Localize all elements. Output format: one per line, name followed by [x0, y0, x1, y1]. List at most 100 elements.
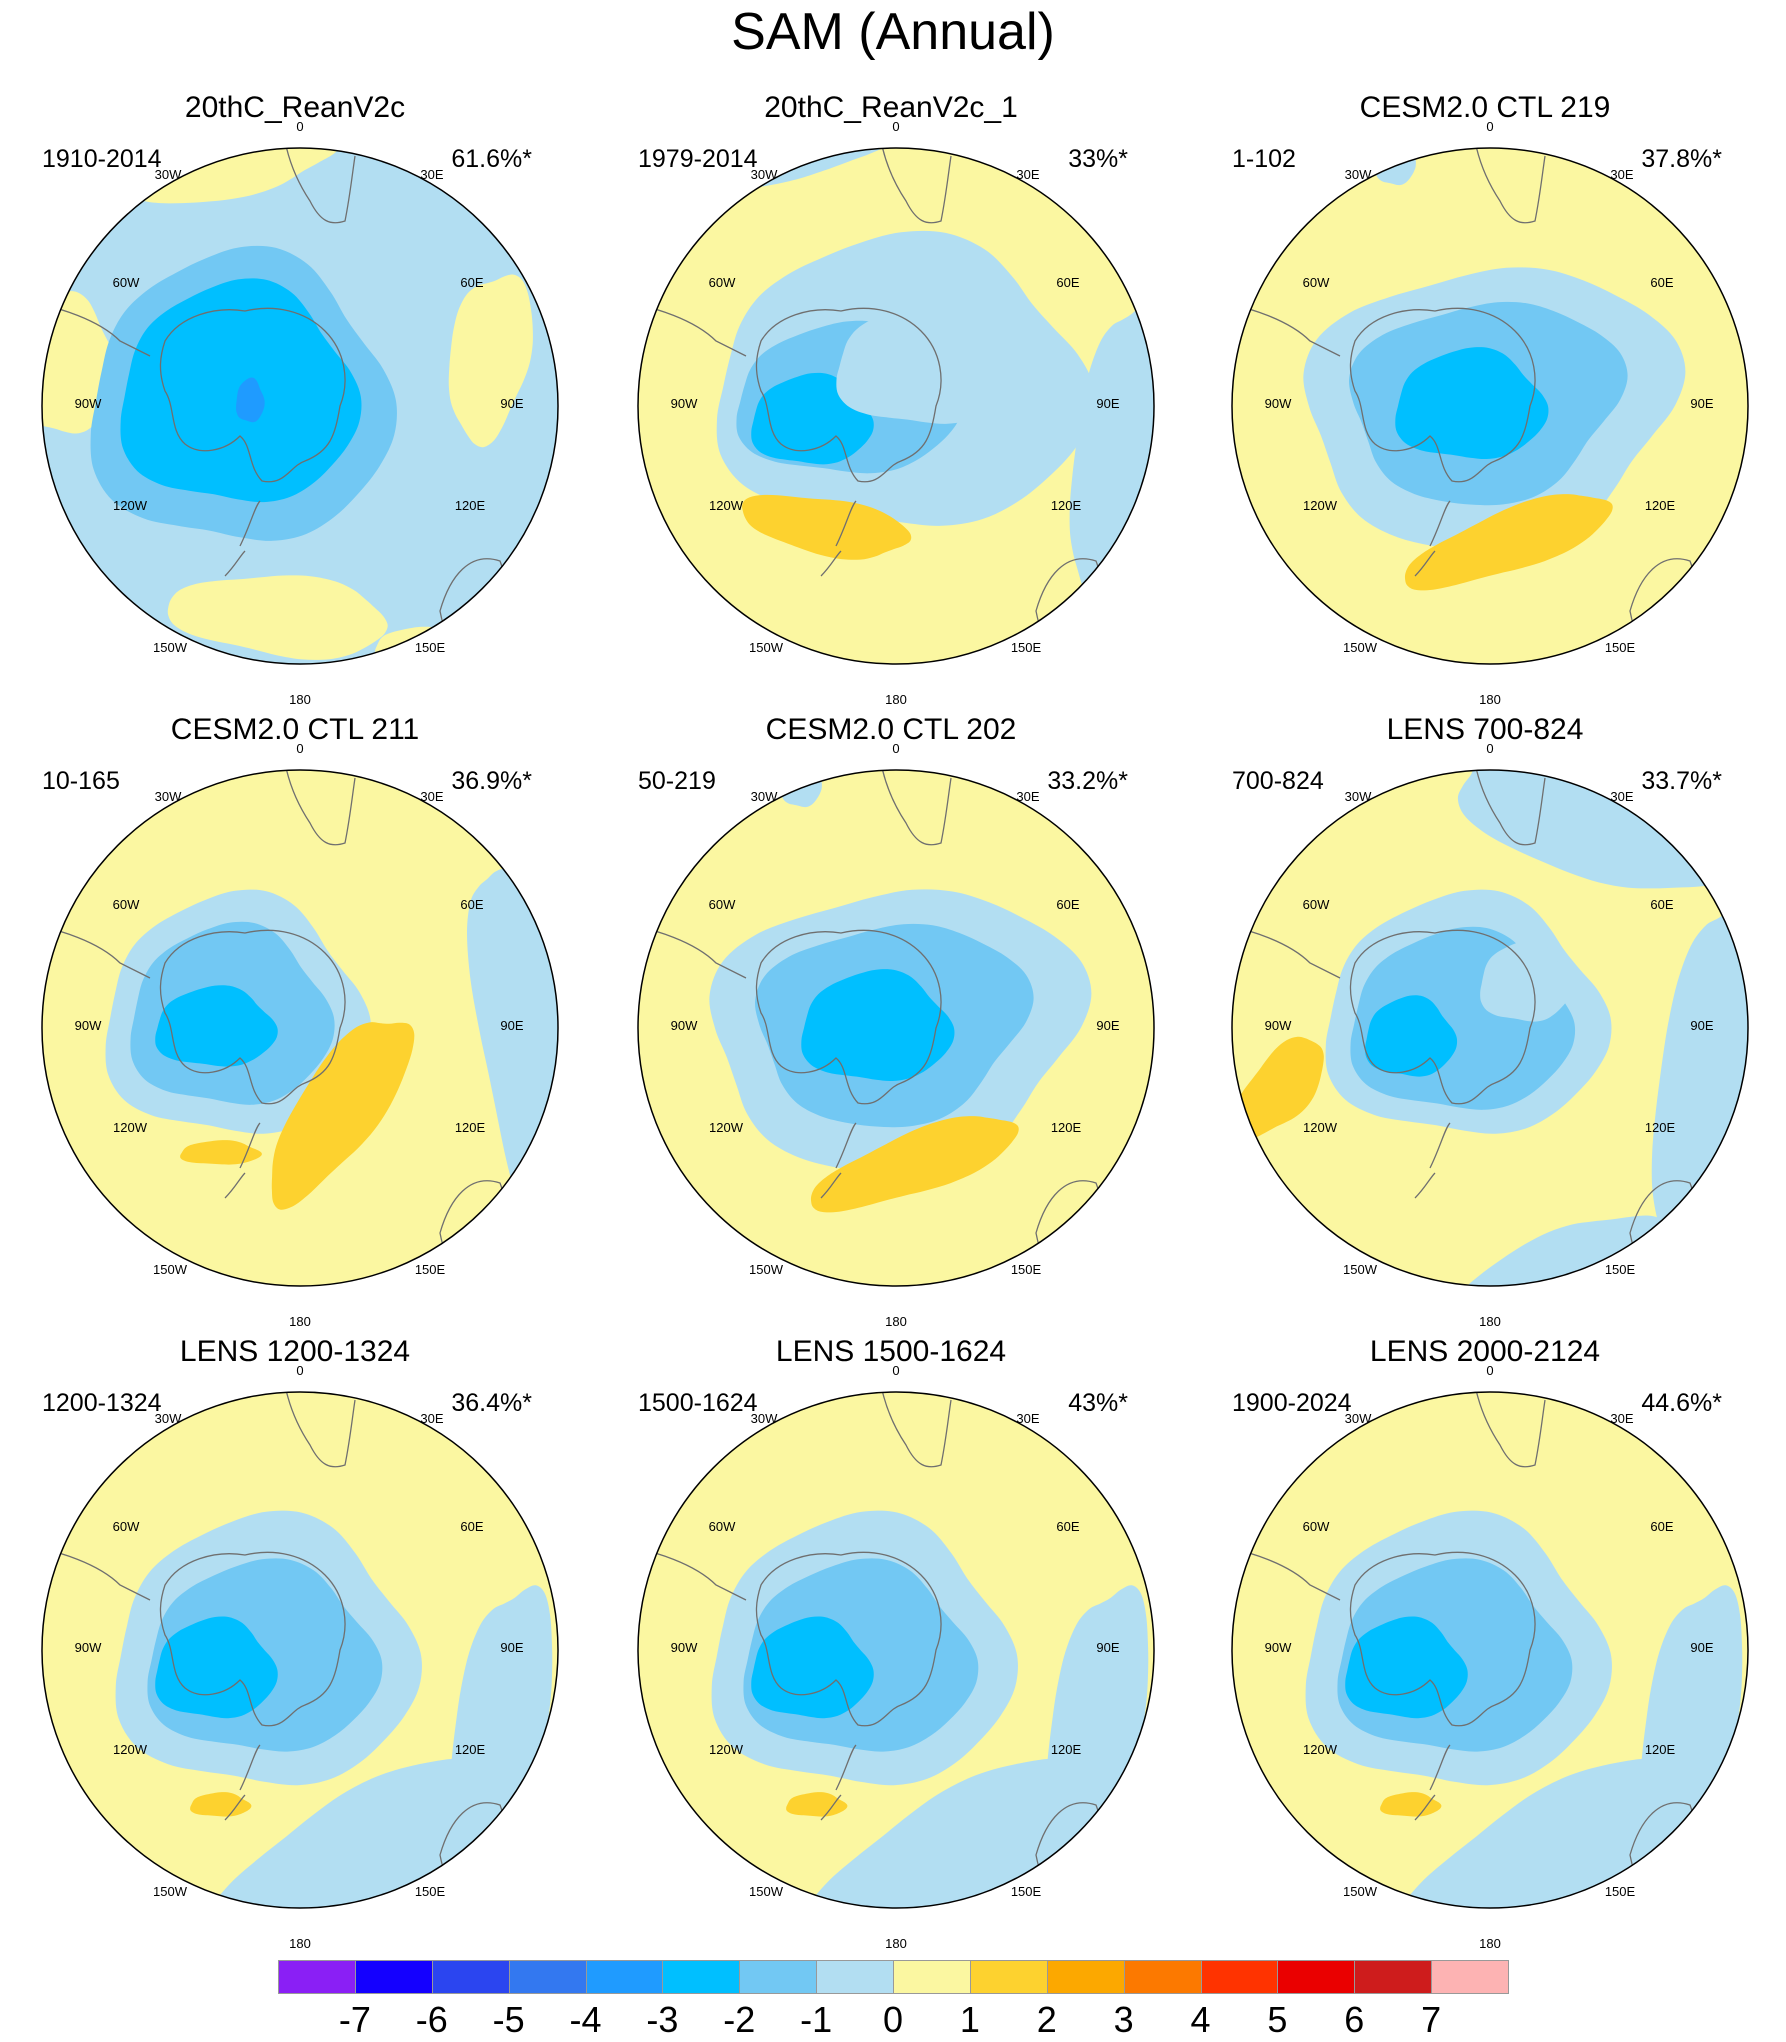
- colorbar-swatch: [893, 1960, 971, 1994]
- longitude-label: 150E: [1605, 1884, 1636, 1899]
- longitude-label: 30E: [1016, 167, 1039, 182]
- panel-title: LENS 1200-1324: [179, 1335, 411, 1368]
- longitude-label: 0: [296, 741, 303, 756]
- longitude-label: 90E: [500, 396, 523, 411]
- contour-region: [781, 770, 822, 808]
- longitude-label: 120E: [1051, 498, 1082, 513]
- colorbar-label: 2: [1036, 1999, 1057, 2040]
- longitude-label: 30W: [155, 1411, 182, 1426]
- longitude-label: 90W: [1265, 1018, 1292, 1033]
- polar-map: 0 30E 60E 90E 120E 150E 180 150W 120W 90W 60W 30W: [41, 119, 559, 707]
- longitude-label: 60W: [113, 897, 140, 912]
- polar-map: 0 30E 60E 90E 120E 150E 180 150W 120W 90W 60W 30W: [41, 1363, 559, 1951]
- longitude-label: 60W: [709, 897, 736, 912]
- panel-title: LENS 1500-1624: [775, 1335, 1007, 1368]
- longitude-label: 180: [1479, 1314, 1501, 1329]
- longitude-label: 120W: [113, 498, 148, 513]
- map-panel: CESM2.0 CTL 211 10-165 36.9%* 0 30E 60E 90E…: [0, 712, 590, 1332]
- longitude-label: 150E: [1605, 1262, 1636, 1277]
- longitude-label: 60E: [1650, 897, 1673, 912]
- longitude-label: 0: [296, 119, 303, 134]
- map-border: [41, 147, 559, 665]
- colorbar-label: 6: [1344, 1999, 1365, 2040]
- map-border: [1231, 769, 1749, 1287]
- map-panel: LENS 1500-1624 1500-1624 43%* 0 30E 60E 90E…: [596, 1334, 1186, 1954]
- contour-region: [1045, 1585, 1149, 1891]
- map-panel: CESM2.0 CTL 202 50-219 33.2%* 0 30E 60E 90E…: [596, 712, 1186, 1332]
- longitude-label: 180: [289, 1936, 311, 1951]
- panel-title: LENS 2000-2124: [1369, 1335, 1601, 1368]
- colorbar-swatch: [1431, 1960, 1509, 1994]
- longitude-label: 30E: [1610, 1411, 1633, 1426]
- coastline: [880, 770, 952, 846]
- longitude-label: 60W: [113, 1519, 140, 1534]
- longitude-label: 150E: [415, 1262, 446, 1277]
- longitude-label: 150W: [153, 1884, 188, 1899]
- colorbar: [278, 1960, 1509, 1996]
- panel-title: CESM2.0 CTL 211: [170, 713, 420, 746]
- polar-map: 0 30E 60E 90E 120E 150E 180 150W 120W 90W 60W 30W: [1231, 119, 1749, 707]
- longitude-label: 90E: [500, 1640, 523, 1655]
- contour-region: [1394, 1758, 1681, 1908]
- contour-region: [190, 1792, 252, 1817]
- longitude-label: 180: [885, 692, 907, 707]
- longitude-label: 180: [1479, 1936, 1501, 1951]
- map-border: [41, 1391, 559, 1909]
- longitude-label: 90E: [500, 1018, 523, 1033]
- contour-region: [155, 985, 278, 1067]
- longitude-label: 120E: [1645, 1120, 1676, 1135]
- longitude-label: 30E: [420, 789, 443, 804]
- coastline: [820, 1744, 857, 1821]
- colorbar-swatch: [1200, 1960, 1279, 1994]
- longitude-label: 120E: [1051, 1120, 1082, 1135]
- contour-region: [271, 1022, 415, 1210]
- panel-title: 20thC_ReanV2c: [184, 91, 406, 124]
- map-border: [637, 1391, 1155, 1909]
- contour-region: [204, 1758, 491, 1908]
- contour-region: [1069, 301, 1154, 606]
- longitude-label: 0: [1486, 1363, 1493, 1378]
- colorbar-label: -7: [338, 1999, 371, 2040]
- panel-variance: 36.9%*: [451, 767, 532, 795]
- map-border: [637, 769, 1155, 1287]
- coastline: [820, 1122, 857, 1199]
- contour-region: [800, 1758, 1087, 1908]
- coastline: [284, 148, 356, 224]
- longitude-label: 120E: [1645, 1742, 1676, 1757]
- longitude-label: 150W: [1343, 640, 1378, 655]
- longitude-label: 150W: [1343, 1884, 1378, 1899]
- map-border: [637, 147, 1155, 665]
- longitude-label: 0: [892, 1363, 899, 1378]
- panel-period: 1200-1324: [42, 1389, 162, 1417]
- longitude-label: 30W: [1345, 167, 1372, 182]
- longitude-label: 90E: [1690, 1018, 1713, 1033]
- panel-period: 1979-2014: [638, 145, 758, 173]
- colorbar-swatch: [354, 1960, 433, 1994]
- longitude-label: 150E: [415, 640, 446, 655]
- longitude-label: 150W: [749, 640, 784, 655]
- colorbar-swatch: [1354, 1960, 1433, 1994]
- longitude-label: 0: [1486, 741, 1493, 756]
- panel-period: 1910-2014: [42, 145, 162, 173]
- panel-period: 1900-2024: [1232, 1389, 1352, 1417]
- panel-title: LENS 700-824: [1386, 713, 1584, 746]
- panel-variance: 33.7%*: [1641, 767, 1722, 795]
- longitude-label: 150E: [1011, 1884, 1042, 1899]
- longitude-label: 90W: [1265, 1640, 1292, 1655]
- contour-region: [42, 1514, 46, 1535]
- longitude-label: 90W: [671, 1640, 698, 1655]
- longitude-label: 30W: [751, 167, 778, 182]
- contour-region: [786, 1792, 848, 1817]
- panel-variance: 36.4%*: [451, 1389, 532, 1417]
- panel-variance: 61.6%*: [451, 145, 532, 173]
- longitude-label: 90W: [671, 1018, 698, 1033]
- longitude-label: 0: [296, 1363, 303, 1378]
- coastline: [284, 1392, 356, 1468]
- longitude-label: 120W: [1303, 1120, 1338, 1135]
- contour-region: [1380, 1792, 1442, 1817]
- longitude-label: 90W: [75, 396, 102, 411]
- panel-title: 20thC_ReanV2c_1: [764, 91, 1018, 124]
- longitude-label: 60W: [1303, 1519, 1330, 1534]
- longitude-label: 90E: [1096, 1640, 1119, 1655]
- longitude-label: 120E: [455, 498, 486, 513]
